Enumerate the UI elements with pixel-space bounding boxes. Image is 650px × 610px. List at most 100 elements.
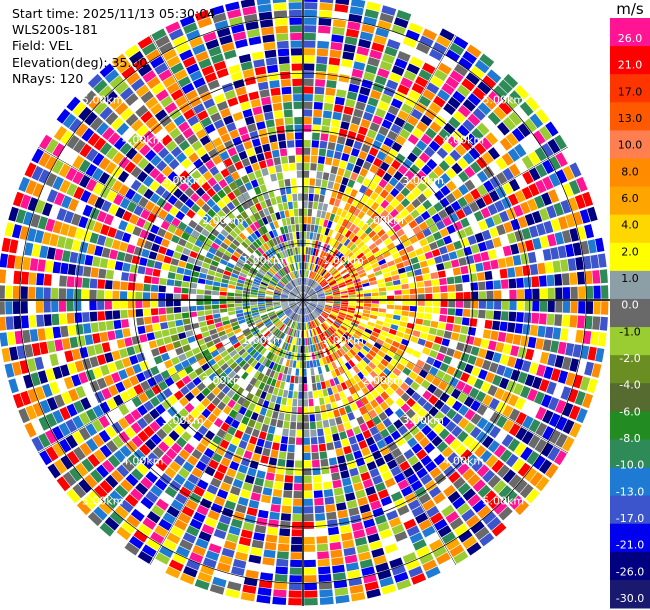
gate-cell bbox=[461, 274, 470, 283]
gate-cell bbox=[249, 223, 257, 232]
gate-cell bbox=[133, 529, 148, 543]
gate-cell bbox=[502, 245, 512, 257]
gate-cell bbox=[344, 362, 352, 370]
gate-cell bbox=[193, 431, 204, 442]
gate-cell bbox=[444, 205, 455, 216]
gate-cell bbox=[593, 285, 601, 299]
gate-cell bbox=[59, 275, 68, 287]
gate-cell bbox=[149, 193, 161, 204]
gate-cell bbox=[198, 372, 208, 382]
gate-cell bbox=[348, 302, 356, 306]
gate-cell bbox=[229, 349, 238, 358]
gate-cell bbox=[213, 172, 224, 183]
gate-cell bbox=[98, 500, 113, 515]
gate-cell bbox=[217, 401, 227, 411]
gate-cell bbox=[253, 278, 261, 284]
gate-cell bbox=[169, 461, 181, 473]
gate-cell bbox=[479, 53, 495, 68]
gate-cell bbox=[344, 36, 358, 46]
gate-cell bbox=[317, 436, 326, 444]
gate-cell bbox=[462, 488, 476, 501]
gate-cell bbox=[113, 450, 127, 463]
gate-cell bbox=[311, 452, 320, 460]
gate-cell bbox=[528, 183, 540, 197]
gate-cell bbox=[234, 300, 242, 304]
gate-cell bbox=[62, 471, 77, 487]
gate-cell bbox=[304, 32, 316, 41]
gate-cell bbox=[31, 243, 41, 258]
gate-cell bbox=[303, 491, 313, 499]
gate-cell bbox=[322, 260, 328, 268]
gate-cell bbox=[156, 160, 168, 172]
gate-cell bbox=[322, 473, 331, 482]
gate-cell bbox=[276, 227, 282, 236]
gate-cell bbox=[289, 25, 302, 33]
gate-cell bbox=[488, 190, 500, 202]
gate-cell bbox=[283, 225, 289, 234]
gate-cell bbox=[284, 241, 289, 249]
gate-cell bbox=[292, 313, 297, 321]
gate-cell bbox=[275, 118, 284, 127]
gate-cell bbox=[405, 347, 415, 355]
gate-cell bbox=[393, 17, 409, 29]
gate-cell bbox=[369, 280, 378, 286]
gate-cell bbox=[236, 544, 250, 554]
gate-cell bbox=[92, 152, 105, 166]
gate-cell bbox=[223, 540, 237, 551]
gate-cell bbox=[343, 169, 352, 179]
gate-cell bbox=[250, 254, 258, 262]
gate-cell bbox=[104, 237, 114, 248]
gate-cell bbox=[264, 541, 277, 551]
gate-cell bbox=[198, 272, 207, 279]
gate-cell bbox=[169, 480, 182, 492]
gate-cell bbox=[18, 408, 30, 424]
gate-cell bbox=[133, 205, 144, 216]
gate-cell bbox=[324, 290, 332, 294]
gate-cell bbox=[200, 116, 212, 128]
gate-cell bbox=[331, 286, 339, 291]
gate-cell bbox=[384, 377, 394, 386]
gate-cell bbox=[273, 10, 288, 19]
gate-cell bbox=[181, 312, 190, 319]
gate-cell bbox=[261, 96, 272, 106]
gate-cell bbox=[298, 300, 303, 306]
gate-cell bbox=[335, 0, 350, 6]
range-ring-label: 4.00km bbox=[442, 134, 484, 147]
gate-cell bbox=[246, 28, 261, 38]
gate-cell bbox=[201, 262, 210, 269]
gate-cell bbox=[399, 128, 411, 140]
gate-cell bbox=[351, 235, 359, 243]
gate-cell bbox=[303, 498, 313, 506]
gate-cell bbox=[45, 218, 56, 232]
gate-cell bbox=[127, 309, 136, 318]
gate-cell bbox=[285, 186, 292, 195]
gate-cell bbox=[290, 48, 302, 56]
gate-cell bbox=[204, 305, 212, 310]
gate-cell bbox=[273, 295, 281, 298]
gate-cell bbox=[294, 247, 298, 255]
gate-cell bbox=[345, 314, 354, 319]
gate-cell bbox=[526, 450, 540, 466]
gate-cell bbox=[235, 289, 243, 294]
gate-cell bbox=[296, 286, 300, 294]
gate-cell bbox=[295, 306, 300, 313]
gate-cell bbox=[265, 57, 278, 66]
gate-cell bbox=[163, 153, 175, 165]
gate-cell bbox=[185, 241, 194, 250]
gate-cell bbox=[221, 195, 231, 205]
gate-cell bbox=[407, 276, 416, 283]
gate-cell bbox=[118, 404, 130, 416]
gate-cell bbox=[205, 39, 220, 50]
gate-cell bbox=[289, 163, 296, 171]
gate-cell bbox=[337, 264, 344, 271]
gate-cell bbox=[328, 266, 335, 273]
gate-cell bbox=[306, 270, 310, 278]
gate-cell bbox=[383, 272, 391, 278]
colorbar-tick-label: 17.0 bbox=[618, 85, 643, 98]
gate-cell bbox=[28, 301, 36, 314]
gate-cell bbox=[282, 289, 290, 294]
gate-cell bbox=[31, 419, 44, 435]
gate-cell bbox=[261, 375, 269, 384]
gate-cell bbox=[120, 107, 134, 121]
gate-cell bbox=[310, 321, 314, 329]
